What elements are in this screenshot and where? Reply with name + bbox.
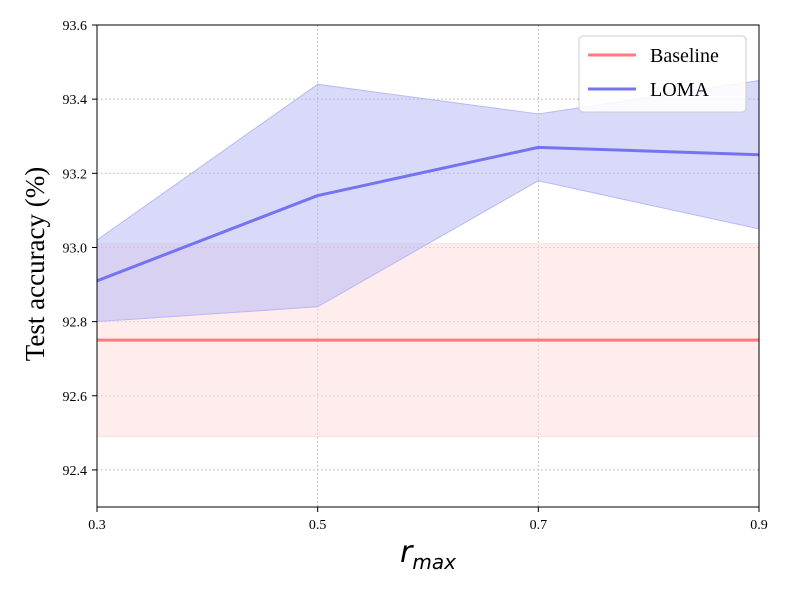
x-tick-label: 0.7 [530,518,548,533]
y-axis-label: Test accuracy (%) [20,167,50,361]
x-axis-label-main: r [400,535,414,570]
confidence-bands [96,80,760,438]
y-tick-label: 93.2 [63,167,88,182]
axis-ticks: 0.3 0.5 0.7 0.9 92.4 92.6 92.8 93.0 93.2 93.4 93.6 [63,19,768,533]
x-tick-label: 0.9 [750,518,768,533]
legend-label-loma: LOMA [650,79,709,101]
plot-frame [96,24,760,508]
y-tick-label: 93.4 [63,93,88,108]
y-tick-label: 92.8 [63,316,88,331]
y-tick-label: 92.6 [63,390,88,405]
x-tick-label: 0.5 [309,518,327,533]
y-tick-label: 93.6 [63,19,88,34]
loma-line [96,145,760,283]
y-tick-label: 93.0 [63,241,88,256]
y-tick-label: 92.4 [63,464,88,479]
x-axis-label: rmax [400,535,456,574]
x-axis-label-subscript: max [412,550,456,574]
series-lines [96,145,760,342]
legend-label-baseline: Baseline [650,45,719,67]
legend: Baseline LOMA [578,35,747,113]
x-tick-label: 0.3 [88,518,106,533]
